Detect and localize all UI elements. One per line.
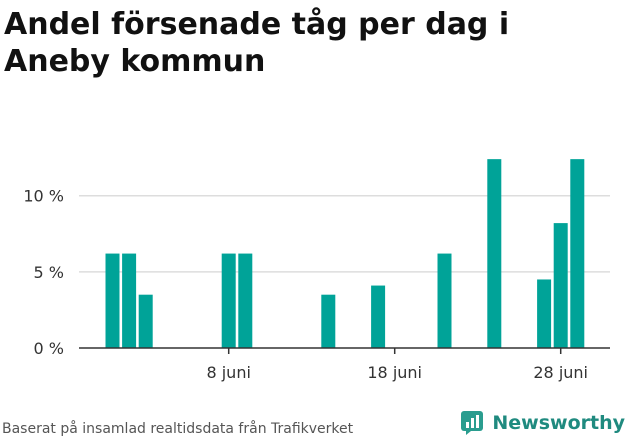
x-tick-label: 18 juni [367, 363, 422, 382]
gridlines [79, 194, 610, 273]
bar-chart: 0 % 5 % 10 % 8 juni 18 juni 28 juni [23, 159, 610, 382]
bar [122, 253, 137, 348]
bar [437, 253, 452, 348]
bar [138, 294, 153, 348]
bar [238, 253, 253, 348]
source-note: Baserat på insamlad realtidsdata från Tr… [2, 421, 354, 437]
axes: 0 % 5 % 10 % 8 juni 18 juni 28 juni [23, 187, 610, 382]
brand-logo[interactable]: Newsworthy [460, 409, 625, 437]
bar [487, 159, 502, 348]
y-tick-label: 0 % [34, 339, 64, 358]
brand-name: Newsworthy [492, 412, 625, 434]
bar [537, 279, 552, 348]
x-tick-label: 8 juni [206, 363, 250, 382]
bar [321, 294, 336, 348]
newsworthy-logo-icon [461, 411, 484, 435]
bar [105, 253, 120, 348]
x-tick-label: 28 juni [533, 363, 588, 382]
bar [570, 159, 585, 348]
bar [371, 285, 386, 348]
chart-title: Andel försenade tåg per dag i Aneby komm… [4, 7, 510, 79]
bars [105, 159, 585, 348]
y-tick-label: 5 % [34, 263, 64, 282]
bar [553, 223, 568, 348]
bar [221, 253, 236, 348]
y-tick-label: 10 % [23, 187, 64, 206]
